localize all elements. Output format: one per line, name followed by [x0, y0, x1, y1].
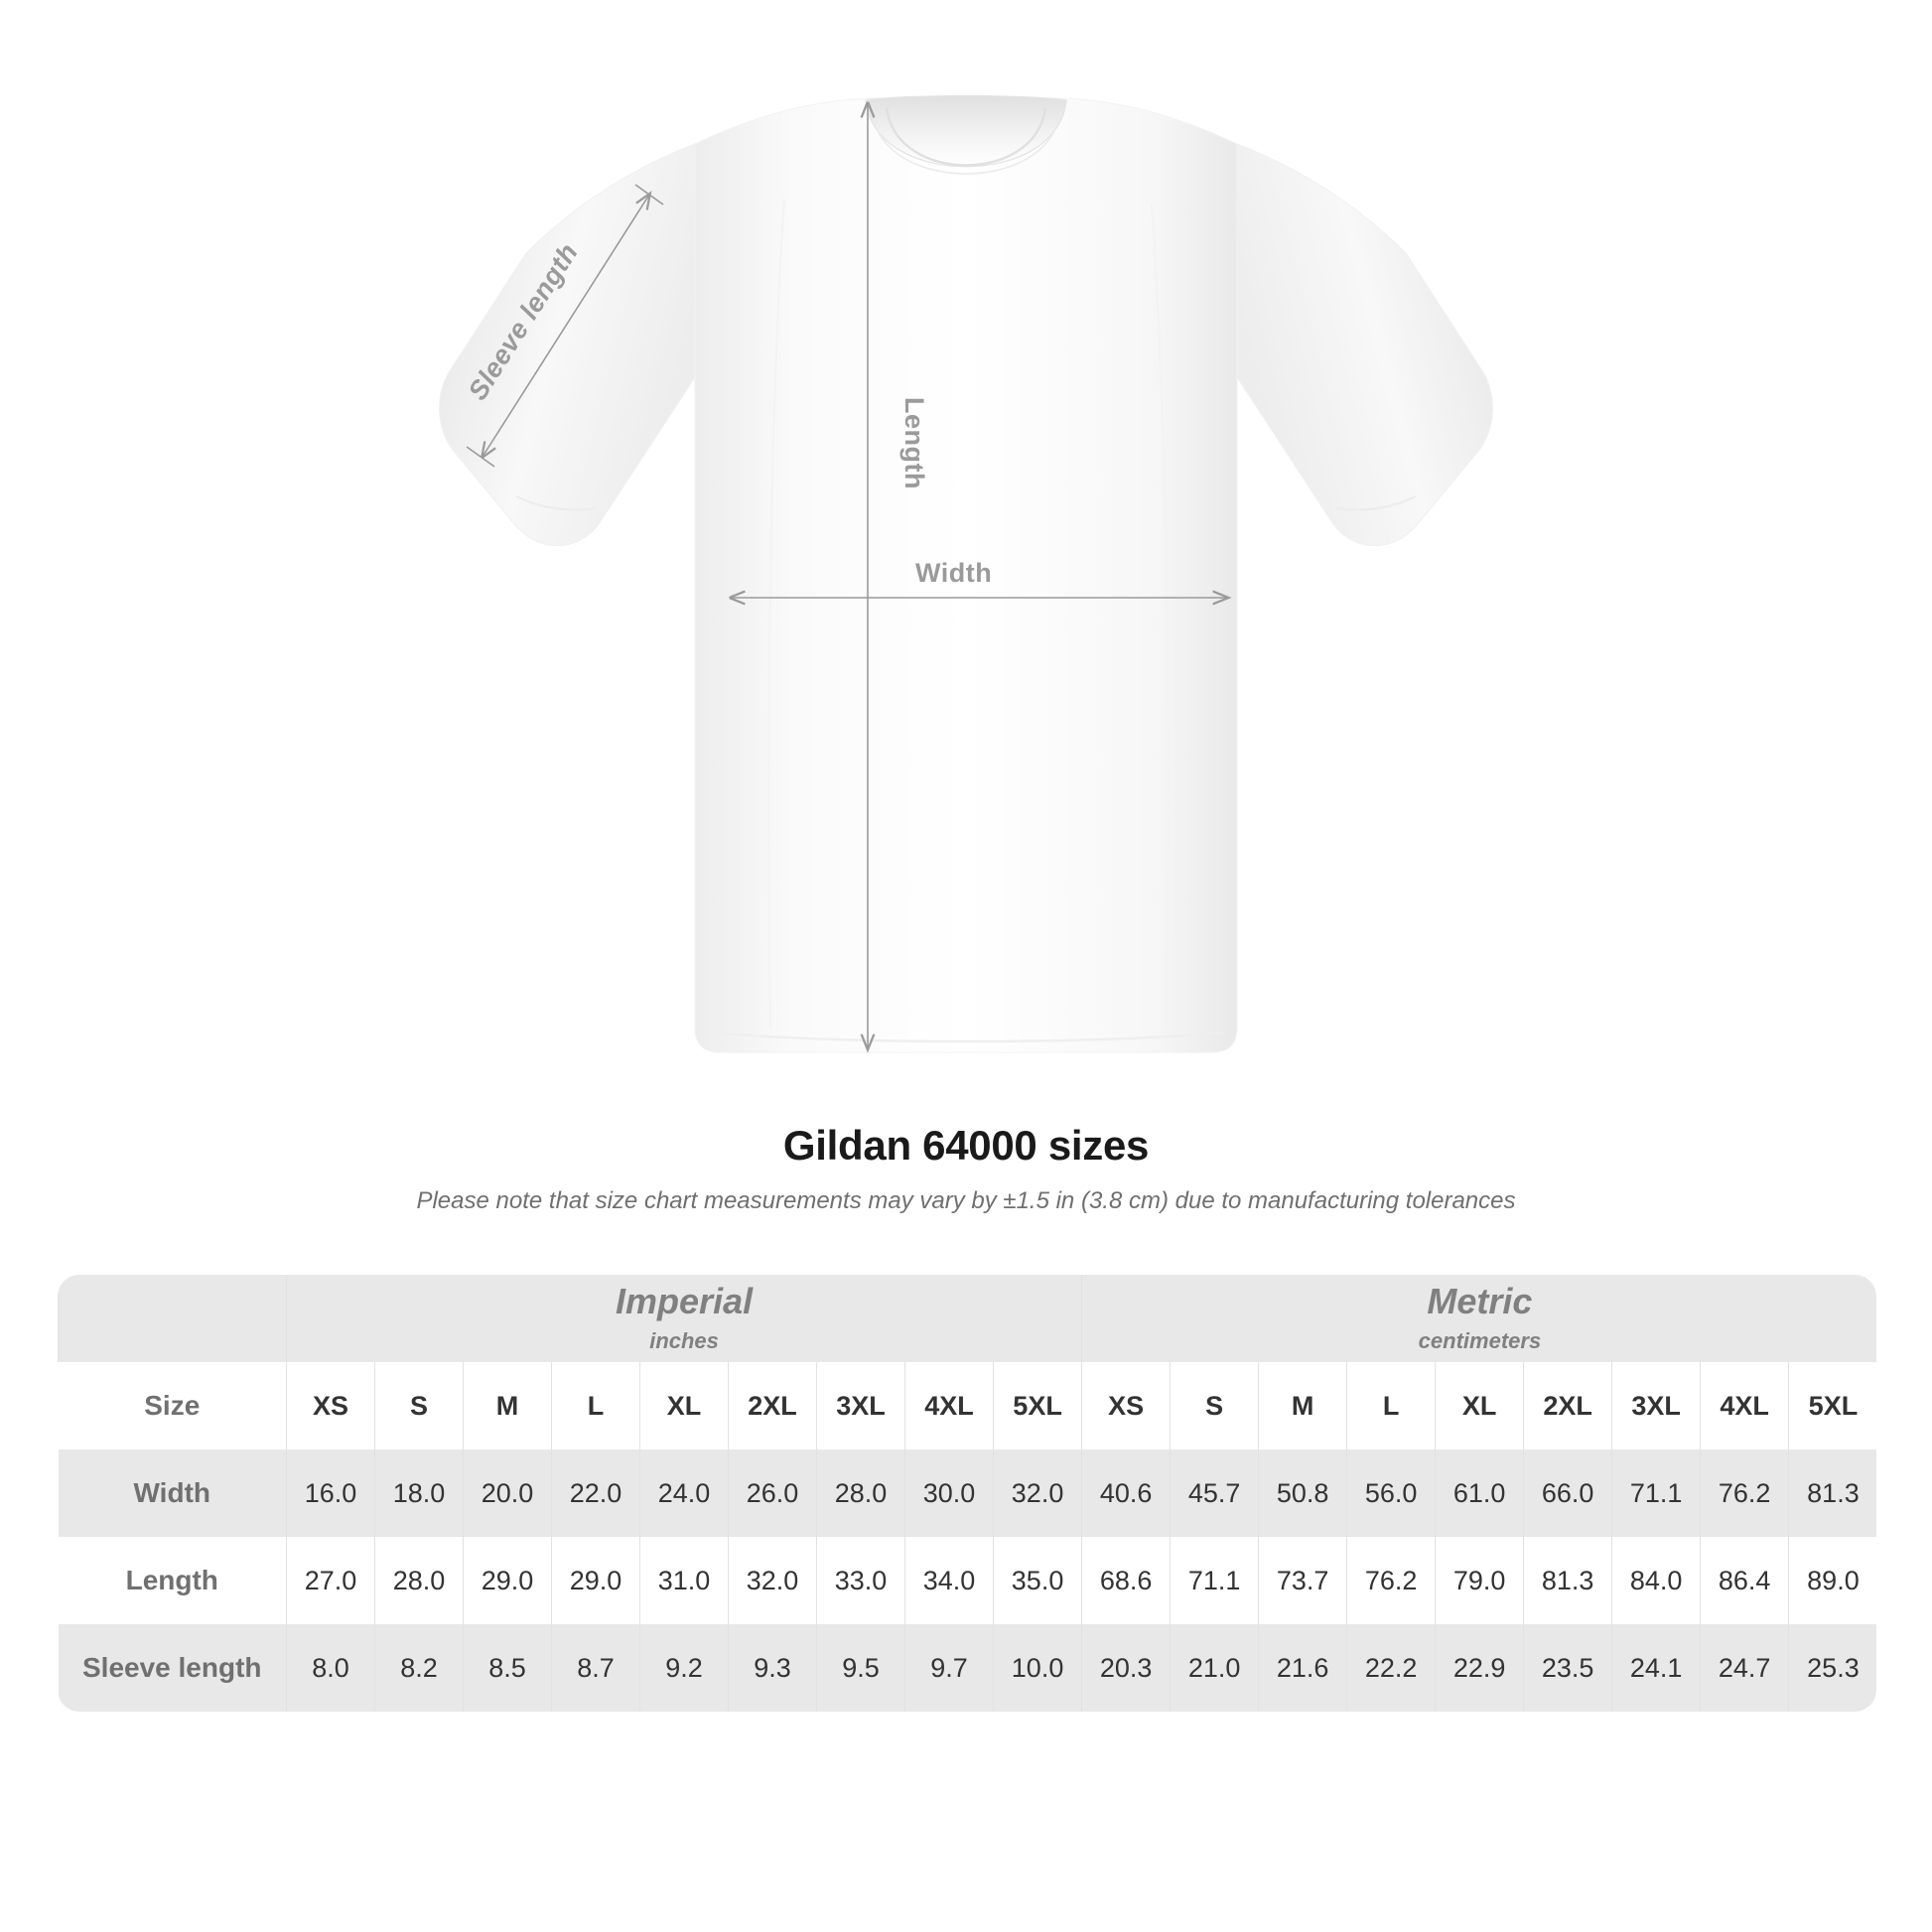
cell-imperial: 31.0 — [639, 1537, 729, 1624]
table-row: Width 16.0 18.0 20.0 22.0 24.0 26.0 28.0 30.0 32.… — [58, 1449, 1876, 1537]
size-header-imperial-4xl: 4XL — [904, 1362, 994, 1449]
unit-sub-imperial: inches — [649, 1328, 719, 1354]
cell-metric: 76.2 — [1346, 1537, 1436, 1624]
size-header-metric-m: M — [1258, 1362, 1347, 1449]
unit-header-metric: Metric centimeters — [1081, 1275, 1876, 1362]
size-column-label: Size — [58, 1362, 287, 1449]
size-header-imperial-l: L — [551, 1362, 640, 1449]
cell-metric: 21.6 — [1258, 1624, 1347, 1712]
cell-metric: 89.0 — [1788, 1537, 1876, 1624]
size-header-metric-xs: XS — [1081, 1362, 1171, 1449]
cell-metric: 79.0 — [1435, 1537, 1524, 1624]
size-header-imperial-m: M — [463, 1362, 552, 1449]
cell-metric: 56.0 — [1346, 1449, 1436, 1537]
cell-metric: 84.0 — [1611, 1537, 1701, 1624]
unit-spacer-cell — [58, 1275, 287, 1362]
cell-imperial: 34.0 — [904, 1537, 994, 1624]
cell-imperial: 16.0 — [286, 1449, 375, 1537]
unit-name-metric: Metric — [1427, 1280, 1533, 1321]
cell-metric: 22.2 — [1346, 1624, 1436, 1712]
cell-imperial: 29.0 — [551, 1537, 640, 1624]
cell-metric: 50.8 — [1258, 1449, 1347, 1537]
cell-metric: 81.3 — [1788, 1449, 1876, 1537]
cell-metric: 86.4 — [1700, 1537, 1789, 1624]
cell-imperial: 8.7 — [551, 1624, 640, 1712]
size-header-imperial-xl: XL — [639, 1362, 729, 1449]
row-label-length: Length — [58, 1537, 287, 1624]
cell-imperial: 29.0 — [463, 1537, 552, 1624]
cell-metric: 81.3 — [1523, 1537, 1612, 1624]
cell-imperial: 8.2 — [374, 1624, 464, 1712]
cell-imperial: 22.0 — [551, 1449, 640, 1537]
size-header-metric-2xl: 2XL — [1523, 1362, 1612, 1449]
size-header-metric-l: L — [1346, 1362, 1436, 1449]
size-header-row: Size XS S M L XL 2XL 3XL 4XL 5XL XS S M L XL 2XL 3XL 4XL… — [58, 1362, 1876, 1449]
cell-imperial: 10.0 — [992, 1624, 1082, 1712]
cell-metric: 66.0 — [1523, 1449, 1612, 1537]
cell-metric: 45.7 — [1170, 1449, 1259, 1537]
cell-metric: 76.2 — [1700, 1449, 1789, 1537]
page-title: Gildan 64000 sizes — [782, 1122, 1150, 1169]
row-label-sleeve-length: Sleeve length — [58, 1624, 287, 1712]
cell-imperial: 26.0 — [728, 1449, 817, 1537]
cell-imperial: 8.5 — [463, 1624, 552, 1712]
size-header-imperial-3xl: 3XL — [816, 1362, 905, 1449]
length-label: Length — [899, 397, 929, 489]
unit-sub-metric: centimeters — [1418, 1328, 1542, 1354]
cell-imperial: 9.2 — [639, 1624, 729, 1712]
table-row: Sleeve length 8.0 8.2 8.5 8.7 9.2 9.3 9.5 9.7 10.… — [58, 1624, 1876, 1712]
cell-imperial: 8.0 — [286, 1624, 375, 1712]
cell-metric: 71.1 — [1611, 1449, 1701, 1537]
cell-imperial: 32.0 — [728, 1537, 817, 1624]
cell-imperial: 24.0 — [639, 1449, 729, 1537]
cell-metric: 71.1 — [1170, 1537, 1259, 1624]
cell-metric: 73.7 — [1258, 1537, 1347, 1624]
size-header-imperial-5xl: 5XL — [992, 1362, 1082, 1449]
cell-metric: 20.3 — [1081, 1624, 1171, 1712]
cell-imperial: 32.0 — [992, 1449, 1082, 1537]
size-chart-table-container: Imperial inches Metric centimeters Size … — [58, 1275, 1876, 1712]
size-header-imperial-2xl: 2XL — [728, 1362, 817, 1449]
size-header-metric-s: S — [1170, 1362, 1259, 1449]
row-label-width: Width — [58, 1449, 287, 1537]
cell-imperial: 35.0 — [992, 1537, 1082, 1624]
width-label: Width — [915, 558, 992, 588]
cell-metric: 40.6 — [1081, 1449, 1171, 1537]
size-header-metric-3xl: 3XL — [1611, 1362, 1701, 1449]
cell-metric: 24.1 — [1611, 1624, 1701, 1712]
size-header-metric-xl: XL — [1435, 1362, 1524, 1449]
cell-imperial: 27.0 — [286, 1537, 375, 1624]
cell-imperial: 33.0 — [816, 1537, 905, 1624]
size-header-imperial-s: S — [374, 1362, 464, 1449]
unit-name-imperial: Imperial — [616, 1280, 754, 1321]
size-header-metric-4xl: 4XL — [1700, 1362, 1789, 1449]
cell-metric: 22.9 — [1435, 1624, 1524, 1712]
chart-heading-block: Gildan 64000 sizes Please note that size… — [0, 1122, 1932, 1215]
table-row: Length 27.0 28.0 29.0 29.0 31.0 32.0 33.0 34.0 35… — [58, 1537, 1876, 1624]
cell-imperial: 28.0 — [374, 1537, 464, 1624]
unit-header-row: Imperial inches Metric centimeters — [58, 1275, 1876, 1362]
cell-metric: 23.5 — [1523, 1624, 1612, 1712]
size-header-metric-5xl: 5XL — [1788, 1362, 1876, 1449]
cell-imperial: 28.0 — [816, 1449, 905, 1537]
size-header-imperial-xs: XS — [286, 1362, 375, 1449]
size-chart-table: Imperial inches Metric centimeters Size … — [58, 1275, 1876, 1712]
tolerance-note: Please note that size chart measurements… — [416, 1187, 1516, 1214]
unit-header-imperial: Imperial inches — [285, 1275, 1082, 1362]
tshirt-diagram: Length Width Sleeve length — [439, 94, 1493, 1112]
cell-metric: 68.6 — [1081, 1537, 1171, 1624]
cell-metric: 61.0 — [1435, 1449, 1524, 1537]
cell-imperial: 18.0 — [374, 1449, 464, 1537]
cell-metric: 25.3 — [1788, 1624, 1876, 1712]
cell-metric: 24.7 — [1700, 1624, 1789, 1712]
cell-imperial: 9.5 — [816, 1624, 905, 1712]
cell-imperial: 9.3 — [728, 1624, 817, 1712]
cell-imperial: 30.0 — [904, 1449, 994, 1537]
cell-imperial: 9.7 — [904, 1624, 994, 1712]
sleeve-length-dimension — [466, 184, 664, 468]
cell-imperial: 20.0 — [463, 1449, 552, 1537]
cell-metric: 21.0 — [1170, 1624, 1259, 1712]
